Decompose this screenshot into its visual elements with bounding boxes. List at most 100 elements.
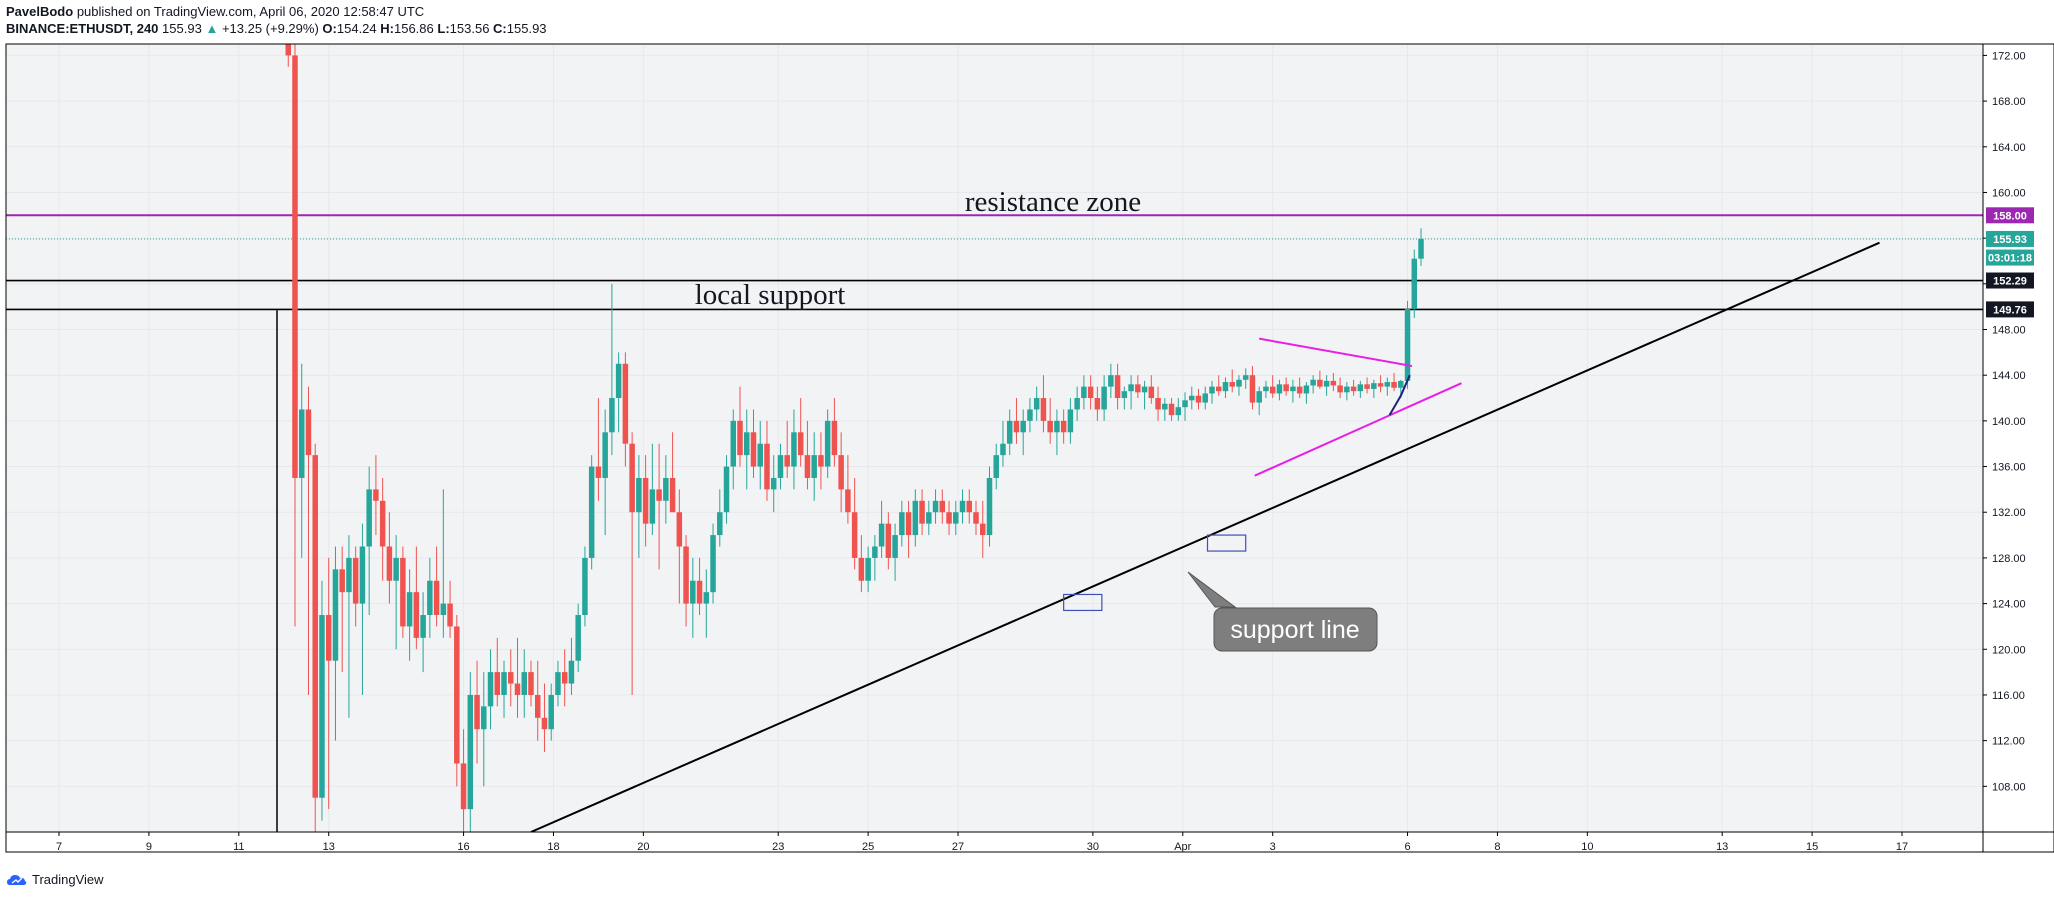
candle-down [838,432,844,513]
candle-up [588,455,595,570]
candle-body [1033,398,1040,410]
candle-body [1006,420,1013,444]
candle-body [1296,386,1303,394]
candle-body [865,557,871,581]
price-tick-label: 144.00 [1992,370,2026,382]
candle-body [1371,383,1377,389]
change-up-arrow-icon: ▲ [205,21,219,36]
resistance-zone-label[interactable]: resistance zone [965,186,1141,218]
candle-body [797,432,804,456]
candle-down [595,398,602,501]
price-label-03:01:18[interactable]: 03:01:18 [1986,249,2034,266]
pennant-lower-line[interactable] [1254,382,1462,477]
candle-body [575,615,581,661]
breakout-stroke[interactable] [1388,374,1411,416]
candle-body [1391,382,1397,388]
candle-body [1162,403,1168,410]
time-axis[interactable]: 7 9 11 13 16 18 20 23 25 27 30 Apr 3 6 8 10 13 15 17 [56,832,1908,853]
candle-body [1317,379,1323,387]
price-label-text: 158.00 [1993,210,2027,222]
candle-body [690,580,696,604]
callout-text: support line [1230,616,1359,644]
candle-up [427,557,433,638]
price-label-158.00[interactable]: 158.00 [1986,207,2034,224]
ohlc-low: 153.56 [449,21,490,36]
time-tick-label: 16 [457,841,469,853]
candle-down [683,535,689,627]
candle-body [406,592,413,627]
marker-box[interactable] [1063,593,1103,612]
candle-body [514,683,521,695]
candle-body [676,512,683,547]
candle-body [1189,395,1195,401]
candle-down [905,500,912,558]
candle-up [1202,386,1209,410]
price-label-155.93[interactable]: 155.93 [1986,230,2034,247]
candle-down [454,615,460,787]
candle-up [582,546,588,627]
price-label-bg [1986,249,2034,266]
candle-body [777,455,784,478]
candle-body [656,489,662,501]
price-label-bg [1986,230,2034,247]
candle-up [892,523,898,581]
candle-body [791,432,797,467]
candle-up [1182,392,1188,421]
candle-body [1040,398,1047,421]
candle-up [548,683,554,741]
candle-down [973,500,979,536]
candle-up [568,637,575,695]
candle-up [953,500,959,536]
candle-down [285,44,292,67]
candle-body [1350,386,1357,392]
candle-body [332,569,339,661]
author-name[interactable]: PavelBodo [6,4,74,19]
candle-body [1209,386,1215,394]
candle-body [427,580,433,616]
candle-body [1418,238,1424,259]
candle-body [1114,375,1121,399]
candle-up [1290,379,1296,403]
candle-body [717,512,723,536]
price-label-152.29[interactable]: 152.29 [1986,272,2034,289]
candle-body [352,557,359,604]
ohlc-close-label: C: [493,21,507,36]
candle-up [319,580,325,821]
candle-body [454,626,460,764]
candle-body [723,466,730,513]
candle-body [615,363,622,399]
candle-body [1398,380,1404,388]
candle-down [413,546,420,650]
candle-down [460,729,467,832]
candle-body [1404,308,1411,381]
candle-body [447,603,453,627]
candle-down [622,352,629,467]
last-price: 155.93 [162,21,202,36]
support-line-callout[interactable]: support line [1187,571,1378,652]
candle-body [845,489,851,513]
candle-down [1391,372,1397,392]
candle-down [1047,398,1053,444]
candle-body [1087,386,1094,399]
local-support-label[interactable]: local support [695,279,846,311]
candle-down [676,489,683,604]
candle-up [986,466,993,547]
tradingview-logo[interactable]: TradingView [6,872,104,887]
price-label-149.76[interactable]: 149.76 [1986,301,2034,318]
candle-up [440,489,447,638]
candle-up [501,660,507,718]
candle-up [865,546,871,593]
support-trendline[interactable] [530,241,1880,832]
candle-down [528,660,534,707]
candle-down [696,557,703,616]
price-tick-label: 136.00 [1992,462,2026,474]
marker-box[interactable] [1206,534,1247,552]
candle-body [1263,386,1269,392]
price-axis[interactable]: 108.00 112.00 116.00 120.00 124.00 128.00 132.… [1983,50,2026,793]
pennant-upper-line[interactable] [1259,337,1413,368]
ohlc-high-label: H: [380,21,394,36]
ohlc-high: 156.86 [393,21,434,36]
candle-up [730,409,737,490]
candle-body [1175,407,1182,416]
